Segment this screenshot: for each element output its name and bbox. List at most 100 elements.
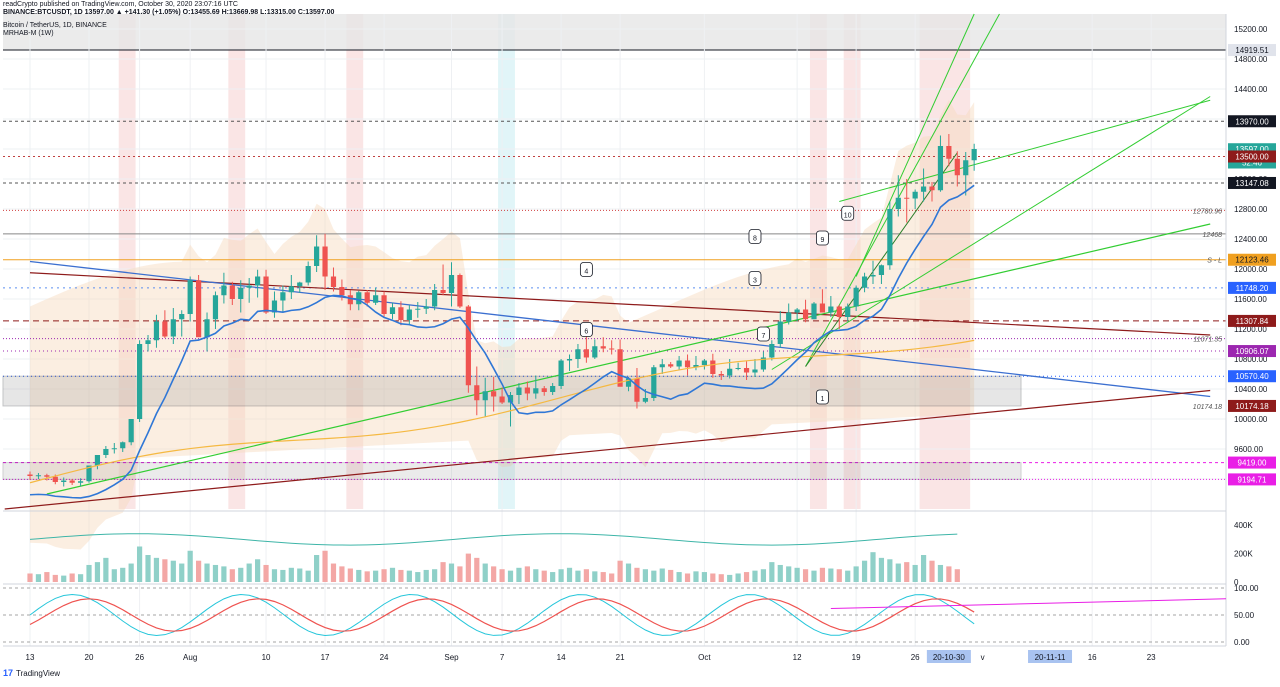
candle-body[interactable] [221,285,227,296]
candle-body[interactable] [507,395,514,403]
candle-body[interactable] [86,465,92,482]
candle-body[interactable] [659,364,665,368]
candle-body[interactable] [69,480,75,483]
time-badge[interactable]: 20-11-11 [1028,650,1073,663]
candle-body[interactable] [432,290,438,307]
candle-body[interactable] [229,285,235,300]
candle-body[interactable] [482,391,488,401]
callout-9[interactable]: 9 [816,230,829,246]
candle-body[interactable] [828,306,834,313]
candle-body[interactable] [263,276,269,313]
candle-body[interactable] [330,276,337,288]
candle-body[interactable] [389,307,396,314]
callout-8[interactable]: 8 [748,229,762,244]
candle-body[interactable] [625,378,632,387]
candles[interactable] [27,134,977,487]
price-tag[interactable]: 10570.40 [1228,370,1276,383]
candle-body[interactable] [971,149,977,161]
candle-body[interactable] [769,344,775,358]
candle-body[interactable] [364,292,370,303]
candle-body[interactable] [516,387,522,396]
candle-body[interactable] [887,209,893,266]
candle-body[interactable] [94,455,101,466]
candle-body[interactable] [204,319,210,338]
candle-body[interactable] [255,276,261,286]
candle-body[interactable] [120,442,126,449]
candle-body[interactable] [651,367,657,398]
candle-body[interactable] [280,292,286,301]
callout-3[interactable]: 3 [748,271,762,286]
price-tag[interactable]: 12123.46 [1228,253,1276,266]
candle-body[interactable] [592,346,598,358]
candle-body[interactable] [52,476,58,482]
candle-body[interactable] [853,287,859,307]
candle-body[interactable] [153,321,160,341]
callout-7[interactable]: 7 [757,326,770,342]
candle-body[interactable] [870,275,876,277]
candle-body[interactable] [558,360,564,387]
candle-body[interactable] [878,265,885,275]
candle-body[interactable] [297,282,303,287]
candle-body[interactable] [802,309,809,320]
candle-body[interactable] [752,369,758,373]
candle-body[interactable] [811,303,817,320]
rsi-pane[interactable] [3,584,1226,646]
candle-body[interactable] [305,266,311,283]
candle-body[interactable] [356,292,362,305]
candle-body[interactable] [566,359,573,361]
candle-body[interactable] [179,314,185,320]
candle-body[interactable] [246,285,252,288]
candle-body[interactable] [398,307,404,320]
candle-body[interactable] [760,357,767,370]
candle-body[interactable] [617,349,623,387]
candle-body[interactable] [693,365,699,368]
candle-body[interactable] [684,360,691,368]
candle-body[interactable] [238,287,244,299]
candle-body[interactable] [929,186,935,191]
callout-4[interactable]: 4 [579,262,593,277]
candle-body[interactable] [61,480,67,483]
tradingview-logo[interactable]: 17 TradingView [3,668,60,678]
price-tag[interactable]: 14919.51 [1228,44,1276,57]
main-pane[interactable] [3,14,1226,509]
candle-body[interactable] [819,303,826,313]
price-tag[interactable]: 11748.20 [1228,281,1276,294]
candle-body[interactable] [963,160,969,176]
candle-body[interactable] [288,286,294,293]
candle-body[interactable] [212,295,219,320]
candle-body[interactable] [541,388,547,392]
candle-body[interactable] [786,312,792,322]
candle-body[interactable] [77,481,84,483]
candle-body[interactable] [895,197,901,209]
candle-body[interactable] [347,295,353,305]
candle-body[interactable] [861,276,868,288]
candle-body[interactable] [457,275,463,307]
candle-body[interactable] [550,386,556,392]
candle-body[interactable] [912,191,918,199]
candle-body[interactable] [314,246,320,267]
candle-body[interactable] [44,475,50,477]
candle-body[interactable] [668,364,674,367]
price-tag[interactable]: 10906.07 [1228,345,1276,358]
volume-pane[interactable] [3,511,1226,582]
callout-10[interactable]: 10 [841,205,855,221]
candle-body[interactable] [373,295,379,303]
callout-6[interactable]: 6 [579,322,593,337]
candle-body[interactable] [271,300,278,313]
candle-body[interactable] [415,308,421,310]
candle-body[interactable] [524,387,530,394]
candle-body[interactable] [128,419,134,443]
candle-body[interactable] [946,146,952,159]
candle-body[interactable] [676,360,682,367]
candle-body[interactable] [27,474,33,477]
candle-body[interactable] [381,295,387,314]
price-tag[interactable]: 9194.71 [1228,473,1276,486]
candle-body[interactable] [170,319,176,337]
candle-body[interactable] [743,368,750,373]
candle-body[interactable] [701,360,707,366]
candle-body[interactable] [406,309,412,321]
candle-body[interactable] [727,368,733,376]
candle-body[interactable] [845,306,851,318]
